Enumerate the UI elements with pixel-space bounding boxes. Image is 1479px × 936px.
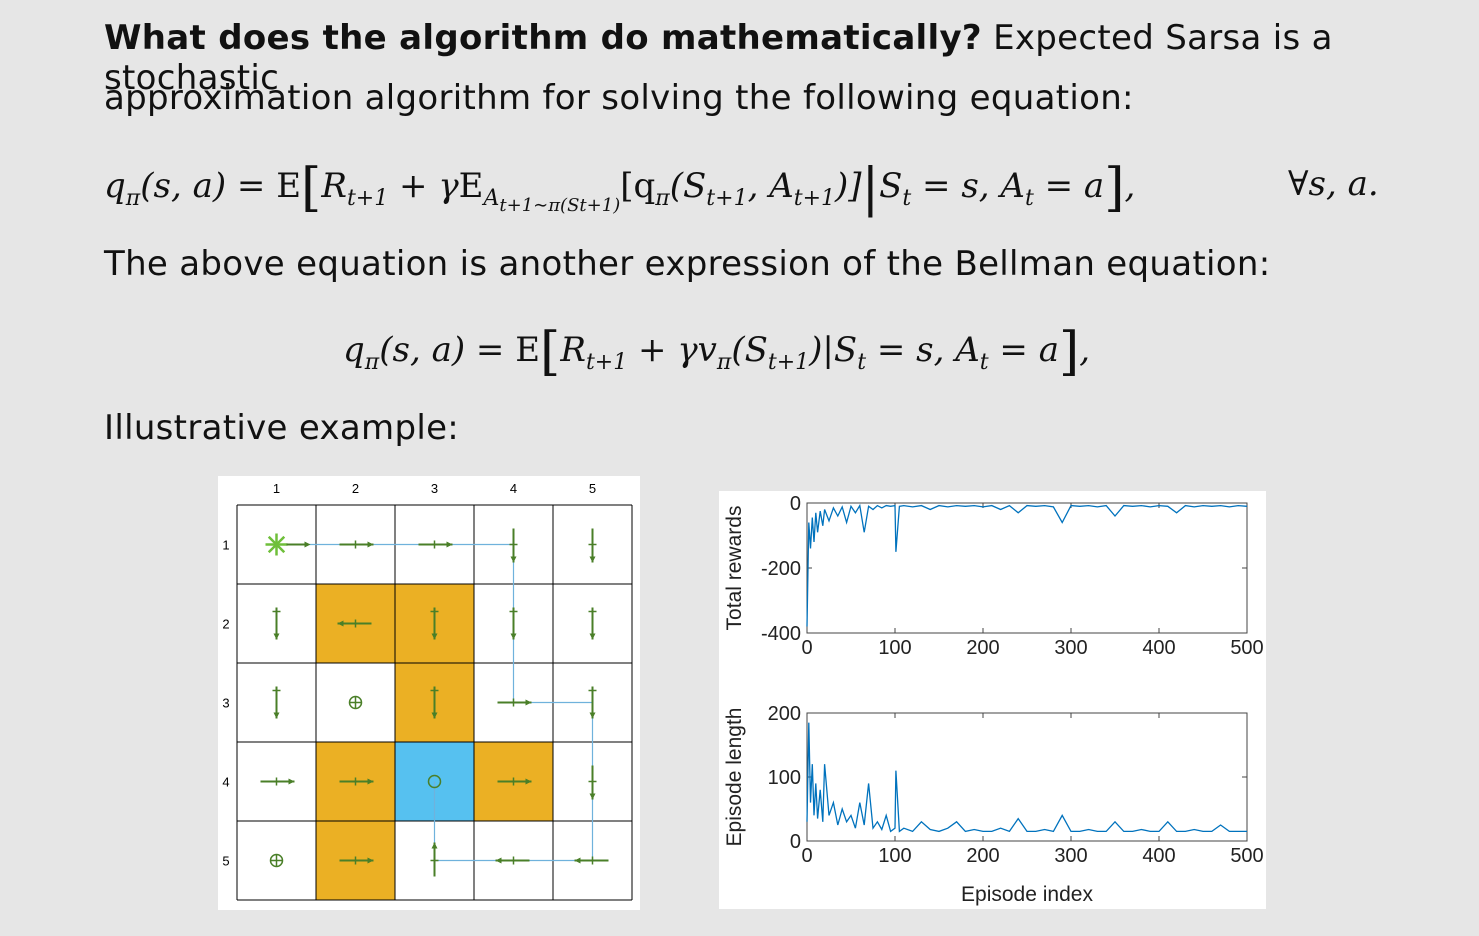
y-tick-label: 0: [790, 493, 801, 515]
row-label: 1: [222, 538, 229, 553]
arrow-head: [510, 633, 517, 640]
chart-frame: [806, 712, 1248, 842]
x-tick-label: 500: [1230, 845, 1263, 867]
charts-figure: 0 100 200 300 400 500 0 -200 -400 Total rewards 0 1…: [719, 491, 1266, 909]
arrow-head: [431, 712, 438, 719]
x-tick-label: 100: [878, 845, 911, 867]
arrow-head: [367, 857, 374, 864]
y-tick-label: 200: [768, 703, 801, 725]
x-tick-label: 0: [801, 637, 812, 659]
arrow-head: [589, 712, 596, 719]
row-label: 3: [222, 696, 229, 711]
equation-expected-sarsa: qπ(s, a) = E[Rt+1 + γEAt+1∼π(St+1)[qπ(St…: [104, 158, 1136, 218]
arrow-head: [589, 793, 596, 800]
x-tick-label: 400: [1142, 637, 1175, 659]
arrow-head: [495, 857, 502, 864]
y-tick-label: -400: [761, 623, 801, 645]
x-tick-label: 100: [878, 637, 911, 659]
charts-svg: 0 100 200 300 400 500 0 -200 -400 Total rewards 0 1…: [723, 493, 1264, 906]
row-label: 2: [222, 617, 229, 632]
col-label: 3: [431, 481, 438, 496]
y-tick-label: 0: [790, 831, 801, 853]
x-tick-label: 500: [1230, 637, 1263, 659]
arrow-head: [367, 778, 374, 785]
arrow-head: [273, 712, 280, 719]
bellman-intro-line: The above equation is another expression…: [104, 244, 1271, 284]
y-tick-label: 100: [768, 767, 801, 789]
arrow-head: [574, 857, 581, 864]
arrow-head: [304, 541, 311, 548]
y-axis-label: Total rewards: [723, 506, 746, 631]
series-line: [806, 503, 1248, 627]
illustrative-label: Illustrative example:: [104, 408, 460, 448]
x-tick-label: 300: [1054, 637, 1087, 659]
arrow-head: [446, 541, 453, 548]
x-tick-label: 0: [801, 845, 812, 867]
row-label: 4: [222, 775, 229, 790]
col-label: 4: [510, 481, 517, 496]
question-text: What does the algorithm do mathematicall…: [104, 18, 982, 58]
grid-world-figure: 1 2 3 4 5 1 2 3 4 5: [218, 476, 640, 910]
start-star-icon: [267, 535, 286, 554]
chart-frame: [806, 502, 1248, 634]
arrow-head: [273, 633, 280, 640]
x-tick-label: 300: [1054, 845, 1087, 867]
arrow-head: [589, 556, 596, 563]
arrow-head: [525, 778, 532, 785]
series-line: [806, 722, 1247, 833]
arrow-head: [288, 778, 295, 785]
arrow-head: [367, 541, 374, 548]
col-label: 5: [589, 481, 596, 496]
heading-rest: Expected Sarsa is a stochastic: [104, 18, 1333, 98]
col-label: 2: [352, 481, 359, 496]
row-label: 5: [222, 854, 229, 869]
arrow-head: [525, 699, 532, 706]
x-axis-label: Episode index: [961, 883, 1093, 906]
col-label: 1: [273, 481, 280, 496]
equation-bellman: qπ(s, a) = E[Rt+1 + γvπ(St+1)|St = s, At…: [343, 322, 1091, 382]
arrow-head: [431, 633, 438, 640]
y-axis-label: Episode length: [723, 708, 746, 847]
y-tick-label: -200: [761, 558, 801, 580]
target-stay-icon: [427, 774, 442, 789]
x-tick-label: 200: [966, 637, 999, 659]
arrow-head: [337, 620, 344, 627]
heading-line-1: What does the algorithm do mathematicall…: [104, 18, 1479, 98]
equation-forall: ∀s, a.: [1288, 164, 1379, 204]
heading-line-2: approximation algorithm for solving the …: [104, 78, 1134, 118]
x-tick-label: 400: [1142, 845, 1175, 867]
grid-world-svg: 1 2 3 4 5 1 2 3 4 5: [222, 481, 633, 901]
arrow-head: [431, 842, 438, 849]
arrow-head: [510, 556, 517, 563]
x-tick-label: 200: [966, 845, 999, 867]
arrow-head: [589, 633, 596, 640]
